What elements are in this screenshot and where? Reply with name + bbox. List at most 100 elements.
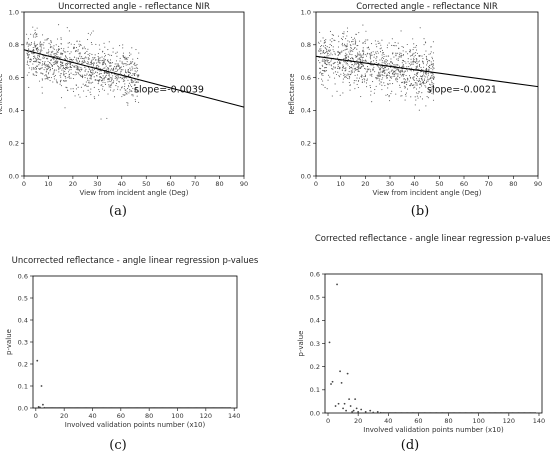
data-point: [418, 65, 421, 67]
data-point: [339, 76, 341, 78]
data-point: [136, 74, 138, 76]
data-point: [127, 79, 129, 81]
data-point: [112, 90, 114, 92]
data-point: [129, 84, 132, 86]
data-point: [122, 69, 124, 71]
data-point: [99, 79, 101, 81]
data-point: [358, 70, 360, 72]
data-point: [409, 49, 411, 51]
data-point: [103, 58, 105, 60]
data-point: [334, 52, 336, 54]
data-point: [400, 56, 402, 58]
data-point: [57, 49, 60, 51]
data-point: [339, 370, 341, 373]
data-point: [522, 412, 525, 414]
data-point: [372, 411, 375, 414]
data-point: [358, 67, 360, 69]
data-point: [432, 86, 434, 88]
data-point: [119, 89, 121, 91]
data-point: [371, 73, 373, 75]
data-point: [115, 85, 117, 87]
data-point: [461, 412, 463, 414]
data-point: [55, 69, 57, 71]
data-point: [138, 52, 140, 54]
data-point: [40, 46, 42, 48]
data-point: [334, 71, 337, 73]
data-point: [396, 412, 398, 414]
data-point: [403, 80, 405, 83]
data-point: [362, 24, 364, 26]
x-tick-label: 60: [167, 180, 175, 188]
data-point: [432, 64, 434, 66]
data-point: [345, 45, 347, 47]
data-point: [69, 53, 71, 55]
data-point: [397, 52, 399, 54]
data-point: [370, 94, 372, 96]
data-point: [348, 74, 350, 76]
x-tick-label: 50: [435, 180, 443, 188]
data-point: [383, 70, 385, 72]
data-point: [211, 407, 214, 409]
data-point: [131, 94, 133, 96]
data-point: [50, 59, 52, 61]
data-point: [39, 406, 41, 409]
data-point: [424, 76, 426, 78]
data-point: [93, 62, 95, 64]
data-point: [407, 58, 409, 60]
data-point: [402, 54, 404, 57]
data-point: [415, 46, 417, 48]
data-point: [409, 64, 411, 66]
data-point: [383, 56, 385, 58]
data-point: [404, 79, 406, 81]
data-point: [404, 412, 406, 414]
data-point: [399, 52, 401, 54]
y-tick-label: 0.2: [301, 140, 311, 148]
data-point: [78, 66, 80, 68]
data-point: [396, 81, 398, 83]
data-point: [421, 412, 423, 414]
data-point: [342, 78, 344, 80]
data-point: [110, 65, 112, 67]
data-point: [366, 86, 368, 88]
data-point: [494, 412, 497, 414]
data-point: [326, 61, 328, 63]
data-point: [383, 75, 385, 77]
data-point: [360, 66, 362, 68]
data-point: [318, 50, 320, 52]
data-point: [425, 71, 427, 74]
data-point: [99, 62, 101, 64]
data-point: [130, 61, 132, 63]
data-point: [148, 407, 150, 409]
data-point: [56, 38, 59, 40]
data-point: [365, 60, 367, 62]
data-point: [35, 57, 37, 60]
data-point: [42, 34, 44, 36]
data-point: [126, 58, 128, 60]
data-point: [108, 86, 110, 88]
data-point: [420, 71, 422, 73]
data-point: [48, 407, 50, 409]
data-point: [424, 72, 427, 74]
data-point: [333, 72, 335, 74]
data-point: [40, 50, 42, 53]
data-point: [433, 77, 435, 79]
data-point: [422, 81, 425, 83]
data-point: [337, 67, 339, 70]
data-point: [380, 66, 382, 68]
data-point: [123, 88, 125, 90]
data-point: [376, 50, 378, 52]
data-point: [28, 54, 30, 56]
data-point: [426, 64, 428, 66]
data-point: [64, 75, 67, 78]
data-point: [121, 61, 123, 63]
data-point: [432, 85, 434, 87]
data-point: [90, 407, 92, 409]
data-point: [220, 407, 223, 409]
data-point: [55, 61, 57, 63]
data-point: [132, 87, 134, 89]
data-point: [128, 71, 130, 73]
data-point: [357, 64, 360, 66]
data-point: [405, 95, 407, 97]
data-point: [357, 410, 360, 413]
data-point: [378, 69, 381, 71]
